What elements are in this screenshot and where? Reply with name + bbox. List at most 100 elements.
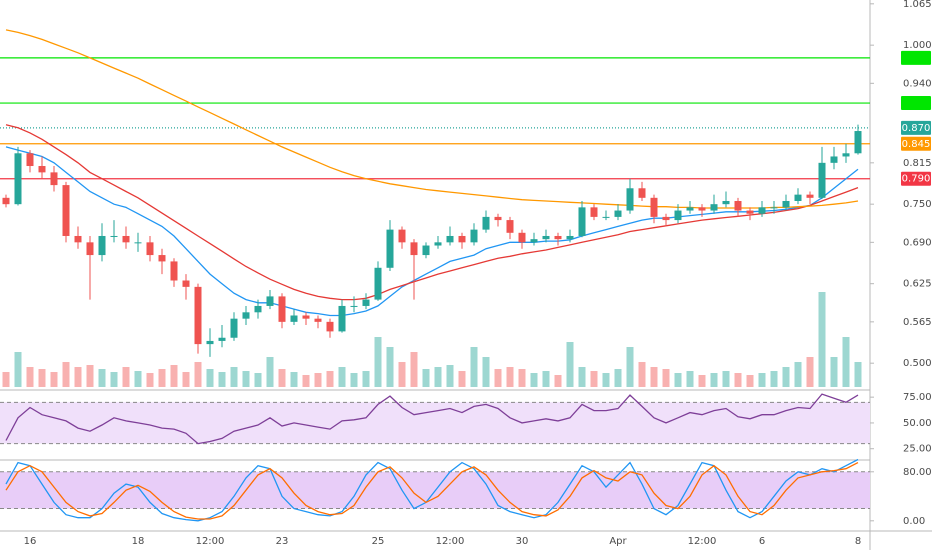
y-tick-label: 75.00 xyxy=(903,392,932,403)
price-badge xyxy=(901,120,931,135)
volume-bar xyxy=(566,342,574,387)
volume-bar xyxy=(734,373,742,387)
indicator-line xyxy=(5,124,859,301)
volume-bar xyxy=(518,369,526,387)
candle-body xyxy=(338,305,346,332)
candle-body xyxy=(506,220,514,233)
volume-bar xyxy=(326,371,334,387)
volume-bar xyxy=(254,373,262,387)
volume-bar xyxy=(602,373,610,387)
candle-body xyxy=(626,188,634,211)
candle-body xyxy=(746,210,754,214)
y-tick-label: 25.00 xyxy=(903,444,932,455)
candle-body xyxy=(302,315,310,319)
volume-bar xyxy=(482,357,490,387)
volume-bar xyxy=(782,367,790,387)
y-tick-label: 80.00 xyxy=(903,467,932,478)
candle-body xyxy=(134,242,142,244)
candle-body xyxy=(794,194,802,201)
volume-bar xyxy=(842,337,850,387)
volume-bar xyxy=(278,369,286,387)
candle-body xyxy=(218,337,226,341)
candle-body xyxy=(98,235,106,256)
price-badge-label: 0.845 xyxy=(902,139,931,150)
volume-bar xyxy=(134,371,142,387)
candle-body xyxy=(422,245,430,256)
volume-bar xyxy=(266,357,274,387)
candle-body xyxy=(638,188,646,198)
volume-bar xyxy=(674,373,682,387)
candle-body xyxy=(398,229,406,243)
volume-bar xyxy=(170,365,178,387)
price-badge xyxy=(901,136,931,151)
volume-bar xyxy=(350,373,358,387)
volume-bar xyxy=(386,347,394,387)
price-badge-label: 0.870 xyxy=(902,123,931,134)
volume-bar xyxy=(662,369,670,387)
volume-bar xyxy=(50,372,58,387)
candle-body xyxy=(434,242,442,246)
candle-body xyxy=(650,197,658,217)
volume-bar xyxy=(410,352,418,387)
candle-body xyxy=(110,235,118,237)
volume-bar xyxy=(806,357,814,387)
candle-body xyxy=(578,207,586,236)
volume-bar xyxy=(230,367,238,387)
candle-body xyxy=(734,200,742,211)
volume-bar xyxy=(110,372,118,387)
candle-body xyxy=(374,267,382,300)
volume-bar xyxy=(98,369,106,387)
candle-body xyxy=(2,197,10,205)
x-tick-label: 16 xyxy=(24,536,37,547)
candle-body xyxy=(710,204,718,211)
volume-bar xyxy=(710,373,718,387)
volume-bar xyxy=(194,362,202,387)
candle-body xyxy=(50,172,58,186)
y-tick-label: 0.00 xyxy=(903,516,925,527)
candle-body xyxy=(146,242,154,256)
candle-body xyxy=(470,229,478,243)
volume-bar xyxy=(74,367,82,387)
volume-bar xyxy=(506,367,514,387)
indicator-band xyxy=(0,402,870,444)
y-tick-label: 0.940 xyxy=(903,78,932,89)
candle-body xyxy=(242,312,250,319)
volume-bar xyxy=(446,365,454,387)
y-tick-label: 1.065 xyxy=(903,0,932,10)
x-tick-label: 8 xyxy=(855,536,861,547)
candle-body xyxy=(662,216,670,221)
volume-bar xyxy=(434,367,442,387)
volume-bar xyxy=(794,362,802,387)
candle-body xyxy=(386,229,394,268)
candle-body xyxy=(686,207,694,211)
volume-bar xyxy=(746,375,754,387)
candle-body xyxy=(446,235,454,243)
volume-bar xyxy=(494,369,502,387)
volume-bar xyxy=(854,362,862,387)
candle-body xyxy=(530,239,538,243)
volume-bar xyxy=(422,369,430,387)
volume-bar xyxy=(638,362,646,387)
volume-bar xyxy=(86,365,94,387)
price-badge xyxy=(901,96,931,111)
candle-body xyxy=(350,305,358,307)
volume-bar xyxy=(758,373,766,387)
candle-body xyxy=(230,318,238,338)
candle-body xyxy=(170,261,178,281)
x-tick-label: 30 xyxy=(516,536,529,547)
candle-body xyxy=(602,216,610,218)
candle-body xyxy=(722,200,730,205)
candle-body xyxy=(842,153,850,157)
candle-body xyxy=(830,156,838,163)
volume-bar xyxy=(554,375,562,387)
candle-body xyxy=(674,210,682,221)
candle-body xyxy=(782,200,790,208)
volume-bar xyxy=(218,372,226,387)
x-tick-label: 6 xyxy=(759,536,765,547)
candle-body xyxy=(482,216,490,230)
price-badge xyxy=(901,50,931,65)
volume-bar xyxy=(722,371,730,387)
x-tick-label: 25 xyxy=(372,536,385,547)
candle-body xyxy=(542,235,550,240)
